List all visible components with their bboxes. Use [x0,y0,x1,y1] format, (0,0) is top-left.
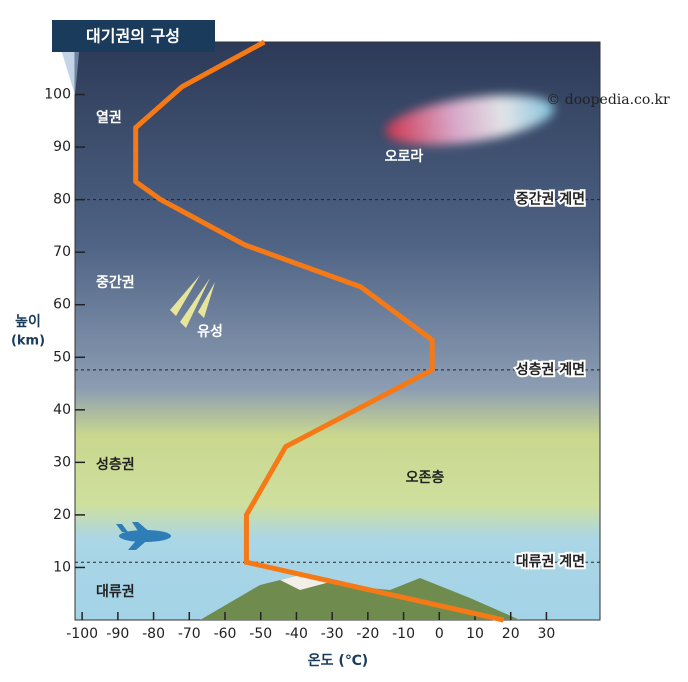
annotation: 오로라 [385,149,424,165]
x-label: 온도 (℃) [308,653,368,669]
title-banner [52,20,215,52]
y-tick-label: 30 [53,454,71,470]
x-tick-label: -20 [356,626,379,642]
copyright: © doopedia.co.kr [546,92,670,108]
temperature-line [133,39,505,623]
boundary-label: 성층권 계면 [516,361,585,378]
x-tick-label: -70 [178,626,201,642]
annotation: 유성 [197,324,223,340]
x-tick-label: -100 [66,626,98,642]
y-tick-label: 90 [53,139,71,155]
y-tick-label: 60 [53,297,71,313]
layer-label: 열권 [96,109,122,126]
x-tick-label: 10 [466,626,484,642]
y-tick-label: 10 [53,559,71,575]
layer-label: 대류권 [96,584,135,600]
snow [280,575,330,590]
y-tick-label: 70 [53,244,71,260]
boundary-label: 대류권 계면 [516,553,585,570]
x-tick-label: -10 [392,626,415,642]
y-tick-label: 50 [53,349,71,365]
annotation: 오존층 [406,470,445,486]
x-tick-label: -50 [249,626,272,642]
y-label: 높이 [15,313,41,330]
boundary-label: 중간권 계면 [516,191,585,208]
x-tick-label: -40 [285,626,308,642]
y-tick-label: 100 [44,87,71,103]
layer-label: 성층권 [96,457,135,473]
y-tick-label: 80 [53,192,71,208]
mountain [200,575,520,620]
x-tick-label: -30 [321,626,344,642]
x-tick-label: 20 [502,626,520,642]
aurora [385,95,555,145]
x-tick-label: 30 [538,626,556,642]
layer-label: 중간권 [96,274,135,291]
title: 대기권의 구성 [86,27,180,46]
airplane [116,522,171,550]
x-tick-label: -90 [106,626,129,642]
x-tick-label: 0 [435,626,444,642]
meteors [170,275,215,328]
x-tick-label: -60 [214,626,237,642]
plot-area [74,41,601,621]
y-tick-label: 20 [53,507,71,523]
y-tick-label: 40 [53,402,71,418]
x-tick-label: -80 [142,626,165,642]
y-label: (km) [11,334,45,349]
